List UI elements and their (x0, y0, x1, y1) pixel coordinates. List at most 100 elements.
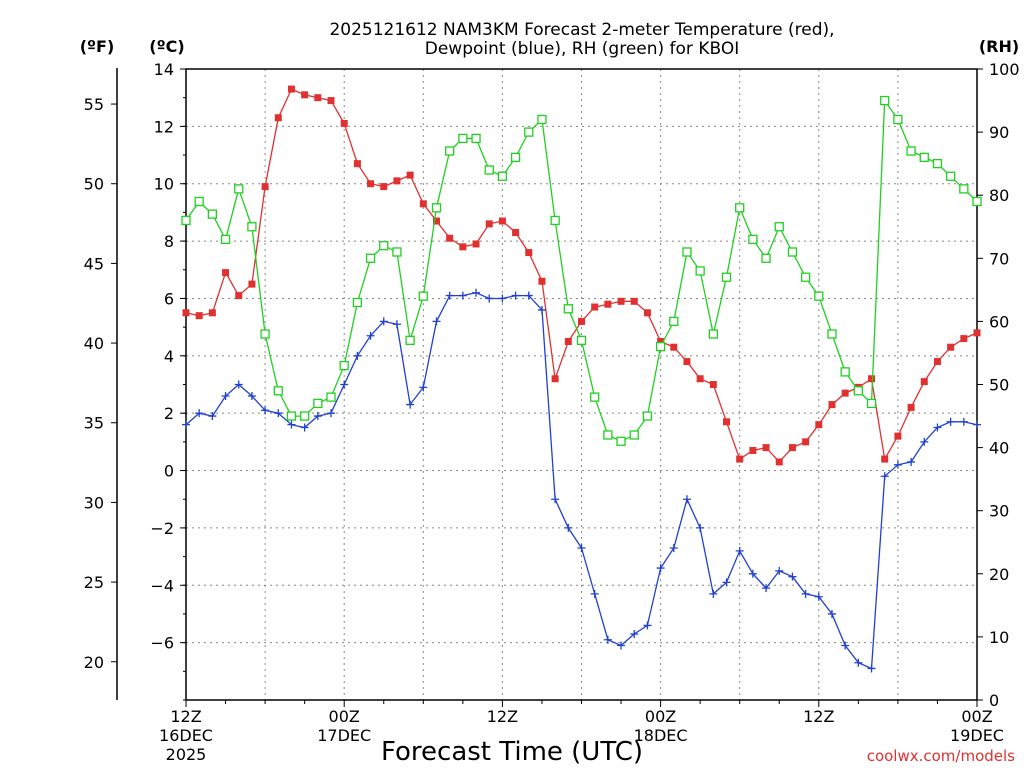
tick-labels: 14121086420−2−4−655504540353025201009080… (84, 60, 1020, 764)
rh-point (365, 253, 376, 263)
x-tick-label-date: 18DEC (634, 726, 688, 745)
dewpoint-point (762, 584, 771, 593)
dewpoint-point (287, 420, 296, 429)
fahrenheit-tick-label: 55 (84, 95, 104, 114)
rh-tick-label: 60 (989, 312, 1009, 331)
dewpoint-point (841, 641, 850, 650)
temperature-point (973, 329, 981, 337)
rh-point (590, 392, 600, 402)
fahrenheit-tick-label: 40 (84, 334, 104, 353)
rh-point (945, 171, 956, 181)
fahrenheit-axis-unit: (ºF) (80, 37, 115, 56)
rh-point (563, 304, 573, 314)
dewpoint-point (300, 423, 309, 432)
chart-title-line1: 2025121612 NAM3KM Forecast 2-meter Tempe… (329, 20, 834, 40)
rh-point (629, 430, 639, 440)
dewpoint-point (327, 409, 336, 418)
data-series (181, 85, 982, 673)
temperature-point (617, 297, 625, 305)
dewpoint-point (458, 291, 467, 300)
rh-point (761, 253, 771, 263)
temperature-point (709, 381, 717, 388)
temperature-point (485, 220, 493, 228)
rh-point (959, 184, 969, 194)
rh-point (379, 241, 389, 251)
dewpoint-point (735, 546, 744, 555)
rh-point (484, 165, 494, 175)
fahrenheit-tick-label: 45 (84, 254, 104, 273)
dewpoint-point (973, 420, 981, 429)
temperature-point (551, 375, 559, 383)
temperature-point (393, 177, 401, 185)
temperature-point (868, 375, 876, 383)
x-axis-label: Forecast Time (UTC) (381, 737, 643, 767)
temperature-point (512, 228, 520, 236)
dewpoint-point (682, 495, 691, 504)
rh-point (603, 430, 613, 440)
rh-point (550, 215, 560, 226)
dewpoint-point (274, 409, 283, 418)
rh-point (774, 222, 784, 232)
rh-point (497, 171, 508, 181)
temperature-point (498, 217, 506, 225)
temperature-point (222, 269, 230, 277)
rh-point (445, 146, 455, 156)
rh-point (972, 196, 982, 207)
dewpoint-point (366, 331, 375, 340)
dewpoint-point (907, 457, 916, 466)
fahrenheit-tick-label: 20 (84, 653, 104, 672)
dewpoint-point (340, 380, 349, 389)
temperature-point (248, 280, 256, 288)
temperature-point (301, 91, 309, 99)
dewpoint-point (498, 294, 507, 303)
temperature-point (894, 432, 902, 440)
temperature-point (762, 444, 770, 452)
celsius-tick-label: 4 (164, 347, 174, 366)
rh-point (471, 133, 481, 144)
x-tick-label-time: 00Z (329, 707, 360, 726)
temperature-point (195, 312, 203, 320)
rh-point (207, 209, 218, 219)
temperature-point (881, 455, 889, 463)
rh-point (260, 329, 270, 339)
rh-point (510, 152, 521, 162)
credit-text: coolwx.com/models (867, 747, 1015, 765)
fahrenheit-tick-label: 50 (84, 175, 104, 194)
celsius-tick-label: 12 (154, 117, 174, 136)
rh-point (352, 297, 363, 308)
rh-point (616, 436, 626, 446)
celsius-tick-label: 2 (164, 404, 174, 423)
temperature-point (815, 421, 823, 429)
series-line (185, 292, 978, 670)
x-tick-label-time: 12Z (487, 707, 518, 726)
temperature-point (802, 438, 810, 446)
temperature-point (459, 243, 467, 251)
rh-point (827, 329, 837, 339)
temperature-point (314, 94, 322, 102)
rh-point (748, 234, 758, 245)
rh-point (853, 386, 863, 396)
rh-point (392, 247, 402, 257)
dewpoint-point (353, 351, 362, 360)
temperature-point (327, 97, 335, 105)
rh-point (814, 291, 824, 301)
temperature-point (432, 217, 440, 225)
rh-tick-label: 70 (989, 249, 1009, 268)
temperature-point (446, 234, 454, 242)
rh-point (787, 247, 798, 257)
temperature-point (525, 249, 533, 257)
fahrenheit-tick-label: 25 (84, 573, 104, 592)
dewpoint-point (406, 400, 415, 409)
temperature-point (604, 300, 612, 308)
axes (111, 68, 983, 707)
dewpoint-point (603, 635, 612, 644)
dewpoint-point (959, 417, 968, 426)
temperature-point (788, 444, 796, 452)
dewpoint-point (485, 294, 494, 303)
temperature-point (367, 180, 375, 188)
dewpoint-point (827, 609, 836, 618)
dewpoint-point (854, 658, 863, 667)
dewpoint-point (379, 317, 388, 326)
dewpoint-point (775, 566, 784, 575)
